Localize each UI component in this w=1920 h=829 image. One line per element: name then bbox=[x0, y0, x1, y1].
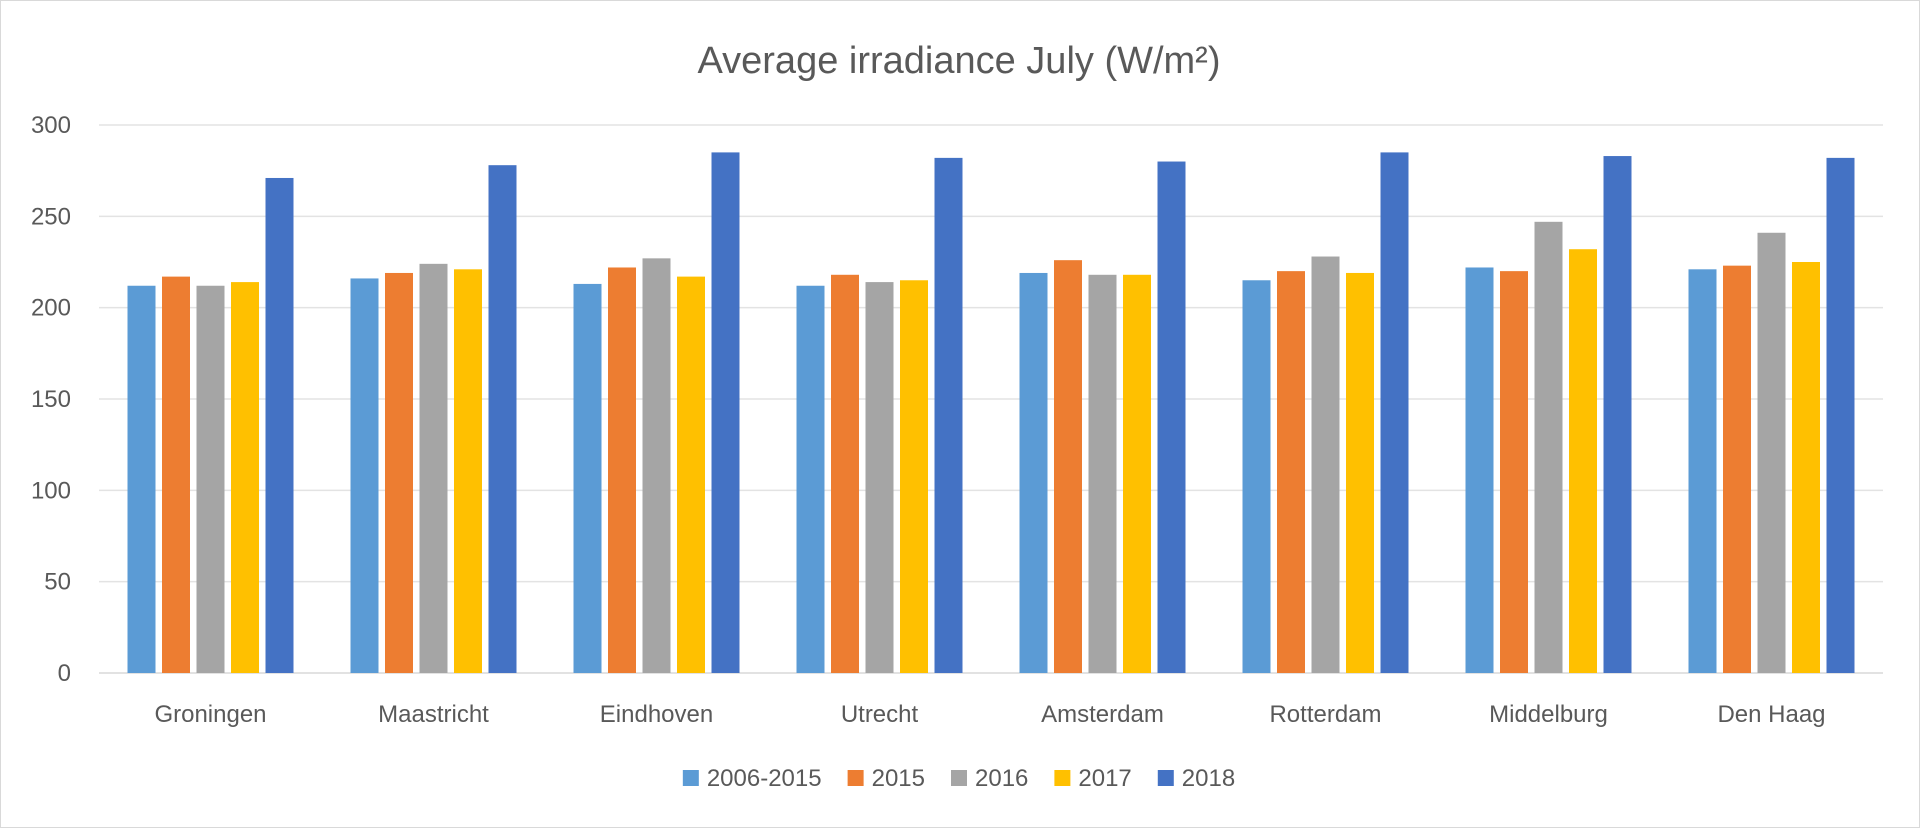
bar bbox=[934, 157, 963, 673]
bar bbox=[796, 285, 825, 673]
y-tick-label: 300 bbox=[31, 112, 71, 139]
bar bbox=[127, 285, 156, 673]
bar bbox=[488, 165, 517, 674]
bar bbox=[1157, 161, 1186, 674]
bar bbox=[1019, 272, 1048, 673]
legend-swatch bbox=[1054, 770, 1071, 786]
bar bbox=[419, 263, 448, 673]
y-tick-label: 0 bbox=[58, 660, 71, 687]
bar bbox=[1569, 249, 1597, 674]
y-axis-ticks: 0 50 100 150 200 250 300 bbox=[31, 112, 71, 687]
bar bbox=[573, 283, 602, 673]
bar bbox=[1500, 271, 1528, 673]
x-tick-label: Den Haag bbox=[1717, 701, 1825, 728]
y-tick-label: 150 bbox=[31, 386, 71, 413]
y-tick-label: 50 bbox=[44, 569, 71, 596]
legend-label: 2015 bbox=[872, 765, 925, 792]
bar bbox=[865, 282, 894, 673]
bar bbox=[711, 152, 740, 673]
bar bbox=[1826, 157, 1855, 673]
legend: 2006-2015 2015 2016 2017 2018 bbox=[682, 765, 1235, 792]
legend-swatch bbox=[847, 770, 864, 786]
x-tick-label: Utrecht bbox=[841, 701, 919, 728]
bar bbox=[1757, 232, 1786, 674]
bar bbox=[1792, 262, 1820, 673]
x-tick-label: Amsterdam bbox=[1041, 701, 1164, 728]
bar bbox=[1603, 156, 1632, 673]
x-tick-label: Maastricht bbox=[378, 701, 489, 728]
bar bbox=[1242, 280, 1271, 673]
bar bbox=[1534, 221, 1563, 673]
bar bbox=[608, 267, 636, 673]
bar bbox=[1277, 271, 1305, 673]
y-tick-label: 200 bbox=[31, 295, 71, 322]
bars bbox=[127, 152, 1855, 674]
bar bbox=[1346, 272, 1374, 673]
bar bbox=[677, 276, 705, 673]
bar bbox=[831, 274, 859, 673]
x-tick-label: Eindhoven bbox=[600, 701, 713, 728]
bar bbox=[642, 258, 671, 673]
bar bbox=[196, 285, 225, 673]
x-tick-label: Groningen bbox=[154, 701, 266, 728]
x-tick-label: Rotterdam bbox=[1269, 701, 1381, 728]
legend-label: 2006-2015 bbox=[707, 765, 822, 792]
bar bbox=[1723, 265, 1751, 673]
legend-swatch bbox=[1157, 770, 1174, 786]
bar bbox=[454, 269, 482, 673]
chart-title: Average irradiance July (W/m²) bbox=[697, 40, 1220, 82]
x-tick-label: Middelburg bbox=[1489, 701, 1608, 728]
bar bbox=[1054, 260, 1082, 673]
bar bbox=[162, 276, 190, 673]
bar bbox=[1123, 274, 1151, 673]
legend-label: 2018 bbox=[1182, 765, 1235, 792]
y-tick-label: 100 bbox=[31, 477, 71, 504]
bar bbox=[350, 278, 379, 673]
x-axis-ticks: Groningen Maastricht Eindhoven Utrecht Amste… bbox=[154, 701, 1825, 728]
bar bbox=[265, 177, 294, 673]
legend-swatch bbox=[951, 770, 967, 786]
bar bbox=[1380, 152, 1409, 673]
bar bbox=[385, 272, 413, 673]
legend-label: 2017 bbox=[1078, 765, 1131, 792]
legend-swatch bbox=[682, 770, 699, 786]
bar bbox=[900, 280, 928, 673]
bar bbox=[1688, 269, 1717, 673]
legend-label: 2016 bbox=[975, 765, 1028, 792]
y-tick-label: 250 bbox=[31, 203, 71, 230]
bar bbox=[1088, 274, 1117, 673]
bar bbox=[231, 282, 259, 673]
bar bbox=[1465, 267, 1494, 673]
bar bbox=[1311, 256, 1340, 673]
